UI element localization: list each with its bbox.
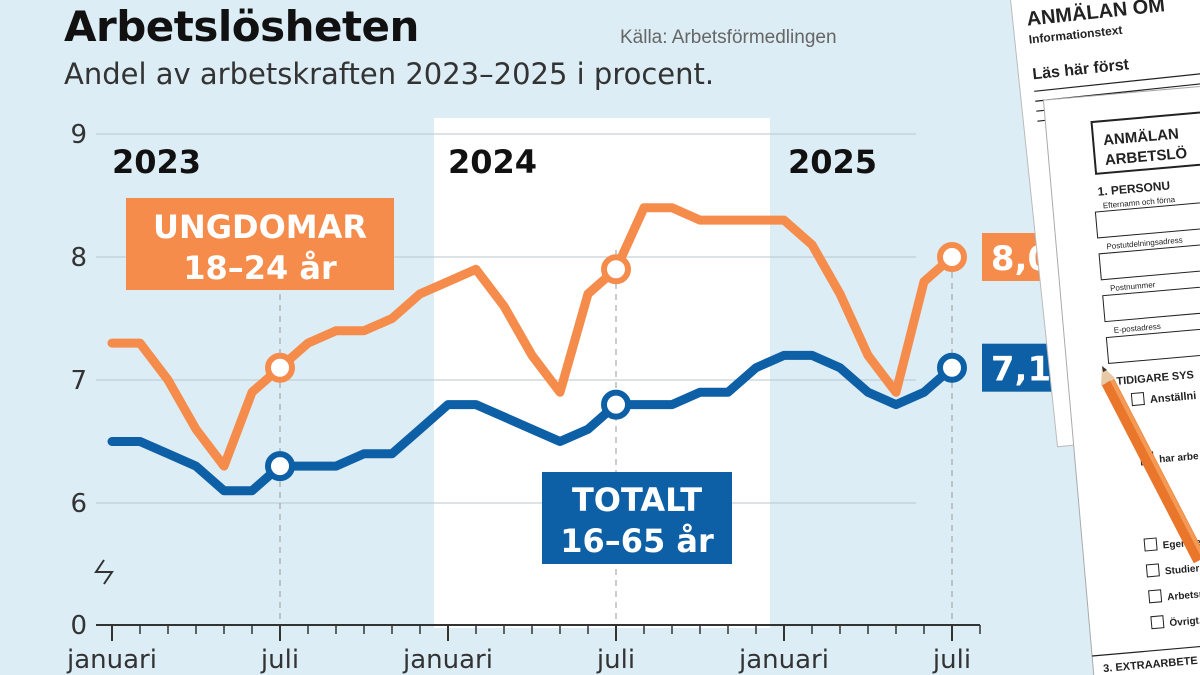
form-field-label-3: Postnummer [1110,280,1156,293]
x-tick-label: juli [596,645,635,675]
youth-legend-line2: 18–24 år [183,249,337,287]
axis-layer: 0 6 7 8 9 januari juli januari juli januari juli [66,120,981,675]
total-series-line [107,350,957,496]
form-check-1: Anställni [1149,390,1196,406]
form-illustration: ANMÄLAN OM Informationstext Läs här förs… [1008,0,1200,675]
youth-legend-box [126,198,394,290]
youth-point-marker [601,254,631,285]
year-label-2025: 2025 [788,143,877,181]
y-tick-label-8: 8 [70,243,87,273]
total-end-badge [982,343,1060,392]
pencil-icon [1101,366,1200,564]
total-end-value: 7,1 [991,350,1051,390]
source-credit: Källa: Arbetsförmedlingen [620,27,837,48]
x-tick-label: januari [402,645,493,675]
form-page-front: ANMÄLAN ARBETSLÖ 1. PERSONU Efternamn oc… [1042,76,1200,675]
total-legend-box [542,472,732,564]
form-check-2: har arbe [1159,451,1200,465]
total-point-marker [601,389,631,420]
total-point-marker [937,352,967,383]
form-check-5: Arbetsmarkn [1167,587,1200,603]
total-legend-line2: 16–65 år [560,522,714,560]
form-section-1: 1. PERSONU [1097,178,1171,198]
y-tick-label-6: 6 [70,489,87,519]
youth-legend-line1: UNGDOMAR [153,208,367,246]
series-layer [107,203,967,496]
form-check-4: Studier [1165,563,1200,577]
x-tick-label: juli [260,645,299,675]
youth-series-line [107,203,957,471]
youth-point-marker [937,242,967,272]
y-tick-label-7: 7 [70,366,87,396]
chart-title: Arbetslösheten [64,2,419,51]
y-tick-label-9: 9 [70,120,87,150]
year-label-2024: 2024 [448,143,537,181]
x-tick-label: juli [932,645,971,675]
y-tick-label-0: 0 [70,611,87,641]
total-point-marker [265,451,295,482]
youth-point-marker [265,352,295,383]
year-label-2023: 2023 [112,143,201,181]
form-front-title-1: ANMÄLAN [1102,126,1179,150]
axis-break-icon [94,559,114,585]
total-legend-line1: TOTALT [572,481,702,519]
chart-subtitle: Andel av arbetskraften 2023–2025 i proce… [64,57,715,91]
x-tick-label: januari [738,645,829,675]
form-field-label-4: E-postadress [1113,322,1161,335]
x-tick-label: januari [66,645,157,675]
